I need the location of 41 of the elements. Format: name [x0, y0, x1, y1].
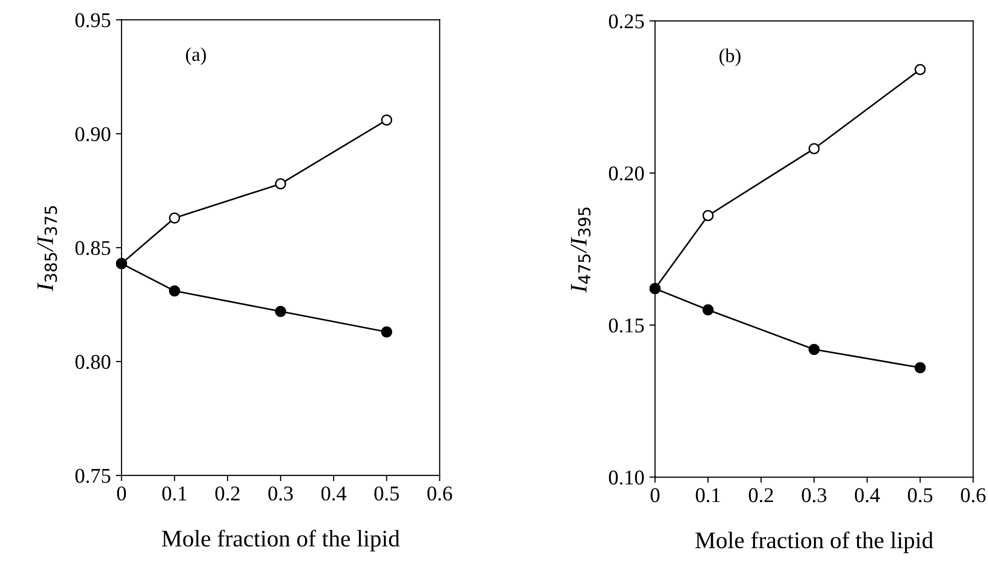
- y-tick-label: 0.85: [75, 241, 110, 256]
- point: [381, 114, 392, 126]
- y-axis-title: I$_{475}$/I$_{395}$: [570, 208, 591, 293]
- annotation: (b): [720, 48, 740, 66]
- y-tick-label: 0.75: [75, 468, 110, 483]
- point: [914, 64, 926, 76]
- x-tick-label: 0: [117, 486, 126, 501]
- x-tick-label: 0.5: [908, 488, 932, 502]
- y-axis-title: I$_{385}$/I$_{375}$: [37, 206, 58, 292]
- x-axis-title: Mole fraction of the lipid: [695, 531, 934, 554]
- y-tick-label: 0.15: [608, 318, 644, 333]
- point: [702, 210, 714, 222]
- x-tick-label: 0: [650, 488, 660, 502]
- x-tick-label: 0.2: [215, 486, 240, 501]
- y-tick-label: 0.20: [608, 166, 644, 181]
- point: [702, 304, 714, 316]
- point: [275, 306, 286, 317]
- y-tick-label: 0.10: [608, 470, 644, 485]
- x-tick-label: 0.6: [960, 488, 986, 502]
- x-tick-label: 0.4: [321, 486, 346, 501]
- x-axis-title: Mole fraction of the lipid: [162, 530, 400, 552]
- point: [168, 212, 180, 224]
- y-tick-label: 0.80: [75, 354, 110, 370]
- x-tick-label: 0.4: [854, 488, 880, 502]
- x-tick-label: 0.3: [268, 486, 293, 501]
- point: [914, 362, 926, 374]
- x-tick-label: 0.6: [427, 486, 452, 501]
- point: [168, 285, 180, 296]
- point: [808, 344, 820, 355]
- point: [808, 143, 820, 154]
- point: [381, 326, 392, 338]
- annotation: (a): [186, 47, 206, 65]
- y-tick-label: 0.25: [608, 14, 644, 28]
- x-tick-label: 0.1: [162, 486, 186, 501]
- x-tick-label: 0.2: [748, 488, 773, 502]
- point: [275, 178, 286, 190]
- y-tick-label: 0.95: [75, 13, 110, 28]
- x-tick-label: 0.5: [374, 486, 399, 501]
- y-tick-label: 0.90: [75, 127, 110, 142]
- x-tick-label: 0.3: [802, 488, 826, 502]
- x-tick-label: 0.1: [696, 488, 720, 502]
